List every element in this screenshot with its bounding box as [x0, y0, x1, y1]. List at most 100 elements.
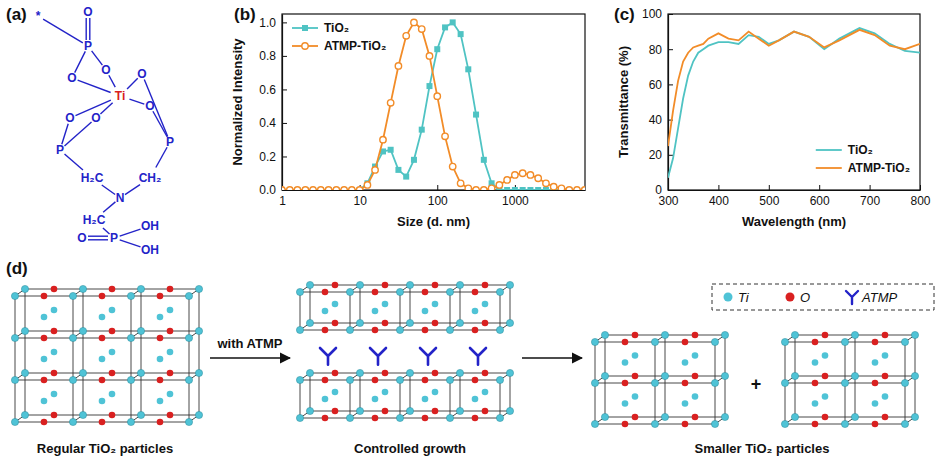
legend-label: ATMP-TiO₂ [848, 161, 910, 175]
titanium-atom [21, 327, 28, 334]
bond [65, 154, 83, 170]
titanium-atom [332, 389, 339, 396]
titanium-atom [591, 379, 598, 386]
titanium-atom [406, 369, 413, 376]
titanium-atom [185, 418, 192, 425]
lattice [296, 281, 513, 333]
titanium-atom [711, 420, 718, 427]
oxygen-atom [372, 327, 379, 334]
titanium-atom [482, 389, 489, 396]
oxygen-atom [109, 328, 116, 335]
tick-label: 10 [353, 194, 367, 208]
oxygen-atom [332, 320, 339, 327]
titanium-atom [851, 372, 858, 379]
lattice-edge [360, 285, 361, 323]
lattice [591, 331, 728, 427]
atom-label: O [67, 71, 76, 85]
data-point [294, 187, 300, 190]
oxygen-atom [51, 286, 58, 293]
titanium-atom [506, 369, 513, 376]
oxygen-atom [632, 332, 639, 339]
titanium-atom [601, 413, 608, 420]
oxygen-atom [322, 377, 329, 384]
titanium-atom [456, 369, 463, 376]
data-point [519, 170, 525, 176]
panel-label: (b) [234, 5, 256, 24]
data-point [574, 187, 580, 190]
tick: 1 [279, 185, 286, 208]
data-point [558, 185, 564, 190]
data-point [504, 177, 510, 183]
tick-label: 0.0 [259, 183, 276, 197]
oxygen-atom [682, 421, 689, 428]
titanium-atom [195, 327, 202, 334]
data-point [318, 187, 324, 190]
titanium-atom [882, 352, 889, 359]
tick-label: 40 [649, 113, 663, 127]
data-point [527, 172, 533, 178]
titanium-atom [306, 319, 313, 326]
structure: *OPOOTiOOPOOPH₂CCH₂NH₂CPOOHOH [36, 5, 174, 257]
data-point [282, 187, 285, 190]
schematic-legend: TiOATMP [712, 284, 934, 310]
titanium-atom [79, 327, 86, 334]
oxygen-atom [382, 282, 389, 289]
x-axis: 1 10 100 1000 [279, 185, 585, 208]
titanium-atom [396, 288, 403, 295]
bond [109, 75, 115, 87]
titanium-atom [296, 288, 303, 295]
data-point [582, 187, 585, 190]
titanium-atom [127, 334, 134, 341]
bond [78, 80, 111, 92]
oxygen-atom [822, 332, 829, 339]
titanium-atom [812, 359, 819, 366]
plot-area [282, 19, 585, 190]
lattice-edge [450, 292, 451, 330]
titanium-atom [422, 308, 429, 315]
bond [103, 228, 110, 234]
titanium-atom [692, 352, 699, 359]
titanium-atom [622, 400, 629, 407]
oxygen-atom [622, 339, 629, 346]
axis-line [283, 190, 586, 191]
titanium-atom [306, 281, 313, 288]
legend-marker [846, 291, 858, 304]
tick-label: 100 [428, 194, 448, 208]
data-point [488, 185, 494, 190]
tick: 20 [649, 148, 673, 162]
oxygen-atom [882, 373, 889, 380]
data-point [302, 187, 308, 190]
atom-label: P [84, 39, 92, 53]
titanium-atom [322, 396, 329, 403]
titanium-atom [711, 379, 718, 386]
titanium-atom [69, 376, 76, 383]
titanium-atom [372, 308, 379, 315]
titanium-atom [51, 391, 58, 398]
titanium-atom [157, 398, 164, 405]
lattice-edge [83, 289, 84, 415]
titanium-atom [346, 326, 353, 333]
titanium-atom [21, 285, 28, 292]
tick-label: 1000 [502, 194, 529, 208]
titanium-atom [356, 407, 363, 414]
oxygen-atom [432, 320, 439, 327]
oxygen-atom [372, 415, 379, 422]
chart: 11010010000.00.20.40.60.81.0Size (d. nm)… [230, 14, 588, 229]
panel-label: (d) [6, 259, 28, 278]
lattice-edge [500, 380, 501, 418]
tick-label: 400 [709, 194, 729, 208]
titanium-atom [296, 326, 303, 333]
tick-label: 600 [810, 194, 830, 208]
y-axis-title: Transmittance (%) [616, 46, 631, 158]
titanium-atom [41, 314, 48, 321]
oxygen-atom [51, 412, 58, 419]
schematic: with ATMP+Regular TiO₂ particlesControll… [11, 281, 934, 456]
data-point [465, 185, 471, 190]
atom-label: * [36, 9, 41, 23]
oxygen-atom [432, 370, 439, 377]
chart: 300400500600700800020406080100Wavelength… [616, 7, 931, 229]
atmp-symbol [470, 348, 486, 365]
legend: TiO₂ATMP-TiO₂ [816, 143, 910, 175]
titanium-atom [661, 372, 668, 379]
tick-mark [718, 185, 719, 190]
